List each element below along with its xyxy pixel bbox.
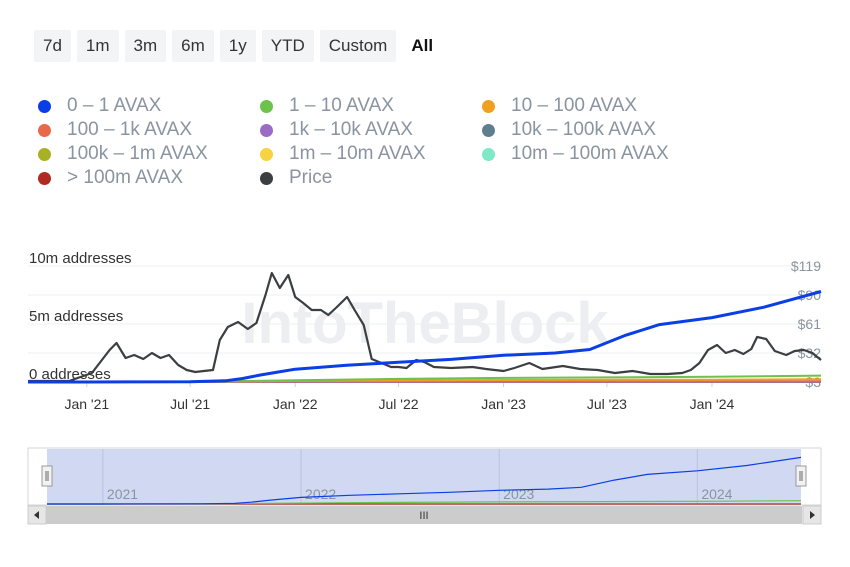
legend-item-100k-1m-avax[interactable]: 100k – 1m AVAX: [38, 143, 260, 165]
legend-item-10m-100m-avax[interactable]: 10m – 100m AVAX: [482, 143, 704, 165]
legend-item-price[interactable]: Price: [260, 167, 482, 189]
legend-item-0-1-avax[interactable]: 0 – 1 AVAX: [38, 95, 260, 117]
range-button-all[interactable]: All: [402, 30, 442, 62]
scroll-left-arrow-icon: [34, 511, 39, 519]
legend-label: 10 – 100 AVAX: [511, 95, 638, 116]
navigator-selection[interactable]: [47, 449, 801, 504]
legend-item-1m-10m-avax[interactable]: 1m – 10m AVAX: [260, 143, 482, 165]
range-button-1m[interactable]: 1m: [76, 30, 119, 62]
navigator-right-handle[interactable]: [795, 465, 807, 487]
legend-dot-icon: [482, 147, 495, 161]
legend-label: 1 – 10 AVAX: [289, 95, 394, 116]
legend-dot-icon: [482, 99, 495, 113]
legend-dot-icon: [38, 99, 51, 113]
range-button-7d[interactable]: 7d: [34, 30, 71, 62]
legend-item-100-1k-avax[interactable]: 100 – 1k AVAX: [38, 119, 260, 141]
navigator-year-label: 2021: [107, 486, 138, 502]
x-tick-label: Jan '21: [64, 396, 109, 412]
navigator-series: [47, 456, 802, 505]
scrollbar-grip: III: [419, 510, 428, 522]
navigator-line-0-1-avax: [47, 456, 802, 505]
legend-item-1-10-avax[interactable]: 1 – 10 AVAX: [260, 95, 482, 117]
x-tick-label: Jul '22: [379, 396, 419, 412]
x-tick-label: Jan '23: [481, 396, 526, 412]
legend-dot-icon: [260, 147, 273, 161]
y-right-tick-label: $119: [791, 258, 821, 274]
legend-label: 100 – 1k AVAX: [67, 119, 192, 140]
scrollbar-thumb[interactable]: [46, 506, 802, 524]
legend-dot-icon: [260, 99, 273, 113]
scrollbar[interactable]: III: [27, 505, 822, 525]
navigator-year-label: 2024: [701, 486, 732, 502]
y-left-tick-label: 10m addresses: [29, 250, 132, 267]
range-button-ytd[interactable]: YTD: [261, 30, 314, 62]
legend-dot-icon: [260, 123, 273, 137]
range-button-6m[interactable]: 6m: [172, 30, 214, 62]
legend-dot-icon: [482, 123, 495, 137]
x-tick-label: Jan '24: [690, 396, 735, 412]
legend-label: 100k – 1m AVAX: [67, 143, 208, 164]
x-tick-label: Jul '23: [587, 396, 627, 412]
legend-label: 10k – 100k AVAX: [511, 119, 657, 140]
legend-label: 10m – 100m AVAX: [511, 143, 669, 164]
legend-label: 1k – 10k AVAX: [289, 119, 413, 140]
legend-label: Price: [289, 167, 333, 188]
legend-item-gt-100m-avax[interactable]: > 100m AVAX: [38, 167, 260, 189]
legend-label: 1m – 10m AVAX: [289, 143, 426, 164]
legend-label: > 100m AVAX: [67, 167, 184, 188]
range-navigator: 2021 2022 2023 2024 III: [27, 447, 822, 525]
legend-label: 0 – 1 AVAX: [67, 95, 162, 116]
navigator-left-handle[interactable]: [41, 465, 53, 487]
series-lines: [27, 271, 822, 384]
legend-item-1k-10k-avax[interactable]: 1k – 10k AVAX: [260, 119, 482, 141]
chart-legend: 0 – 1 AVAX 1 – 10 AVAX 10 – 100 AVAX 100 – …: [38, 95, 798, 189]
navigator-year-label: 2022: [305, 486, 336, 502]
scroll-right-arrow-icon: [810, 511, 815, 519]
legend-dot-icon: [38, 171, 51, 185]
watermark: IntoTheBlock: [241, 291, 609, 356]
range-button-custom[interactable]: Custom: [319, 30, 397, 62]
time-range-selector: 7d 1m 3m 6m 1y YTD Custom All: [34, 30, 442, 62]
y-left-tick-label: 0 addresses: [29, 366, 111, 383]
legend-dot-icon: [38, 123, 51, 137]
legend-dot-icon: [38, 147, 51, 161]
navigator-year-label: 2023: [503, 486, 534, 502]
series-line-price: [28, 271, 822, 383]
x-tick-label: Jan '22: [273, 396, 318, 412]
range-button-3m[interactable]: 3m: [124, 30, 167, 62]
series-line-0-1-avax: [28, 290, 822, 384]
range-button-1y[interactable]: 1y: [219, 30, 256, 62]
y-right-tick-label: $61: [798, 316, 822, 332]
legend-dot-icon: [260, 171, 273, 185]
x-tick-label: Jul '21: [170, 396, 210, 412]
legend-item-10-100-avax[interactable]: 10 – 100 AVAX: [482, 95, 704, 117]
y-left-tick-label: 5m addresses: [29, 308, 123, 325]
legend-item-10k-100k-avax[interactable]: 10k – 100k AVAX: [482, 119, 704, 141]
main-chart: IntoTheBlock 0 addresses 5m addresses 10m …: [27, 250, 822, 412]
